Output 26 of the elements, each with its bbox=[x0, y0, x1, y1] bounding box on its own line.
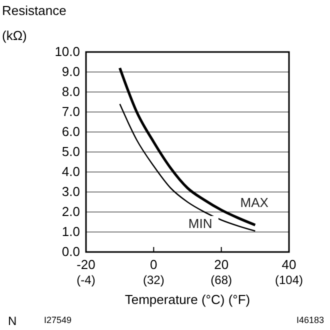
text: I27549 bbox=[44, 315, 72, 325]
y-tick-label: 4.0 bbox=[62, 164, 80, 179]
x2-tick-label: (32) bbox=[142, 273, 164, 287]
series-label: MIN bbox=[188, 216, 212, 231]
y-tick-label: 0.0 bbox=[62, 244, 80, 259]
series-label: MAX bbox=[240, 195, 269, 210]
x-tick-label: 40 bbox=[282, 257, 296, 272]
text: N bbox=[8, 314, 17, 328]
y-axis-title: Resistance (kΩ) bbox=[2, 3, 66, 43]
y-tick-label: 5.0 bbox=[62, 144, 80, 159]
y-tick-label: 7.0 bbox=[62, 104, 80, 119]
y-tick-label: 1.0 bbox=[62, 224, 80, 239]
x2-tick-label: (-4) bbox=[76, 273, 96, 287]
text: I46183 bbox=[296, 315, 324, 325]
x2-tick-label: (104) bbox=[274, 273, 304, 287]
y-tick-label: 9.0 bbox=[62, 64, 80, 79]
x-tick-label: 20 bbox=[214, 257, 229, 272]
y-tick-label: 3.0 bbox=[62, 184, 80, 199]
x2-tick-label: (68) bbox=[210, 273, 232, 287]
y-tick-label: 2.0 bbox=[62, 204, 80, 219]
y-tick-label: 8.0 bbox=[62, 84, 80, 99]
y-tick-label: 6.0 bbox=[62, 124, 80, 139]
x-tick-label: -20 bbox=[76, 257, 96, 272]
x-tick-label: 0 bbox=[150, 257, 158, 272]
x-axis-title: Temperature (°C) (°F) bbox=[124, 292, 250, 307]
y-tick-label: 10.0 bbox=[54, 44, 80, 59]
